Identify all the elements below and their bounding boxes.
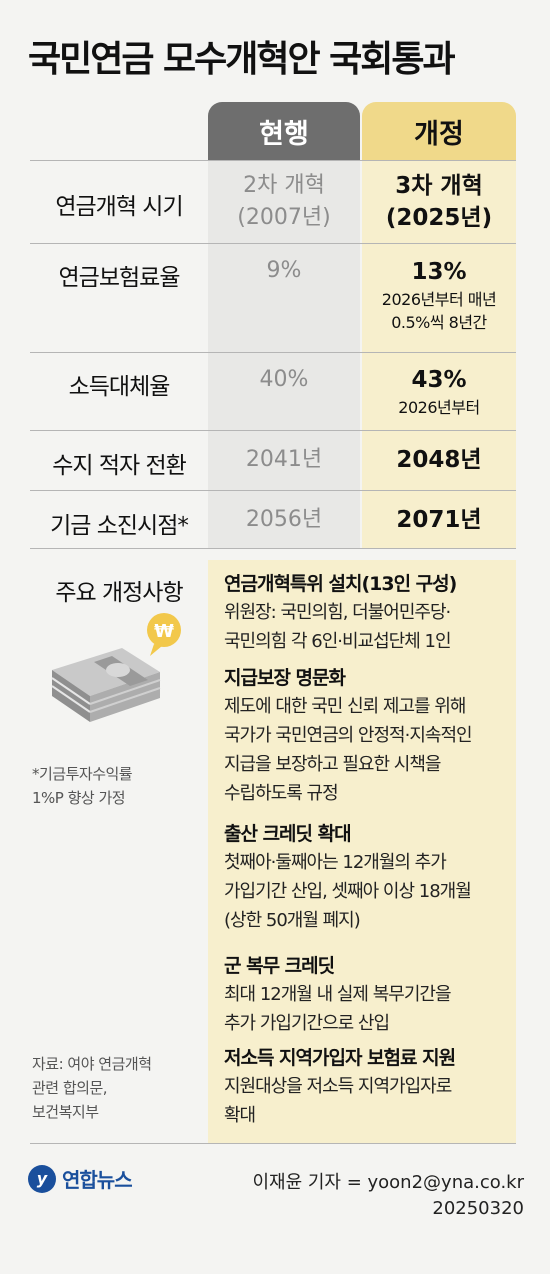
column-header-revised: 개정 xyxy=(362,102,516,160)
logo-mark-icon: y xyxy=(28,1164,56,1193)
column-header-current: 현행 xyxy=(208,102,360,160)
divider xyxy=(30,548,516,549)
current-value: 40% xyxy=(259,367,309,392)
revised-value: 3차 개혁 (2025년) xyxy=(385,173,493,231)
revised-value: 43% 2026년부터 xyxy=(398,367,480,417)
divider xyxy=(30,243,516,244)
change-section: 출산 크레딧 확대 첫째아·둘째아는 12개월의 추가 가입기간 산입, 셋째아… xyxy=(224,823,472,931)
row-label: 연금개혁 시기 xyxy=(55,194,183,220)
revised-value: 13% 2026년부터 매년 0.5%씩 8년간 xyxy=(381,259,497,332)
revised-value: 2071년 xyxy=(396,507,482,533)
reporter-credit: 이재윤 기자 = yoon2@yna.co.kr 20250320 xyxy=(252,1172,524,1219)
row-label: 소득대체율 xyxy=(68,374,171,400)
change-section: 지급보장 명문화 제도에 대한 국민 신뢰 제고를 위해 국가가 국민연금의 안… xyxy=(224,667,473,804)
money-stack-icon: ₩ xyxy=(51,613,181,722)
divider xyxy=(30,160,516,161)
divider xyxy=(30,352,516,353)
logo-text: 연합뉴스 xyxy=(62,1168,133,1192)
change-section: 군 복무 크레딧 최대 12개월 내 실제 복무기간을 추가 가입기간으로 산입 xyxy=(224,955,452,1034)
divider xyxy=(30,430,516,431)
row-label: 연금보험료율 xyxy=(58,265,181,291)
page-title: 국민연금 모수개혁안 국회통과 xyxy=(28,39,456,80)
main-changes-background xyxy=(208,560,516,1143)
source-note: 자료: 여야 연금개혁 관련 합의문, 보건복지부 xyxy=(32,1055,152,1121)
change-section: 연금개혁특위 설치(13인 구성) 위원장: 국민의힘, 더불어민주당· 국민의… xyxy=(224,573,457,652)
current-value: 2041년 xyxy=(245,447,323,472)
current-value: 9% xyxy=(266,258,302,283)
current-value: 2차 개혁 (2007년) xyxy=(237,173,331,230)
divider xyxy=(30,1143,516,1144)
current-column-background xyxy=(208,160,360,548)
change-section: 저소득 지역가입자 보험료 지원 지원대상을 저소득 지역가입자로 확대 xyxy=(224,1047,456,1126)
main-changes-label: 주요 개정사항 xyxy=(55,580,183,606)
divider xyxy=(30,490,516,491)
row-label: 수지 적자 전환 xyxy=(52,453,187,479)
revised-column-background xyxy=(362,160,516,548)
row-label: 기금 소진시점* xyxy=(50,513,189,539)
current-value: 2056년 xyxy=(245,507,323,532)
won-symbol: ₩ xyxy=(154,621,174,642)
revised-value: 2048년 xyxy=(396,447,482,473)
yonhap-logo: y 연합뉴스 xyxy=(28,1164,133,1193)
footnote: *기금투자수익률 1%P 향상 가정 xyxy=(32,765,133,807)
